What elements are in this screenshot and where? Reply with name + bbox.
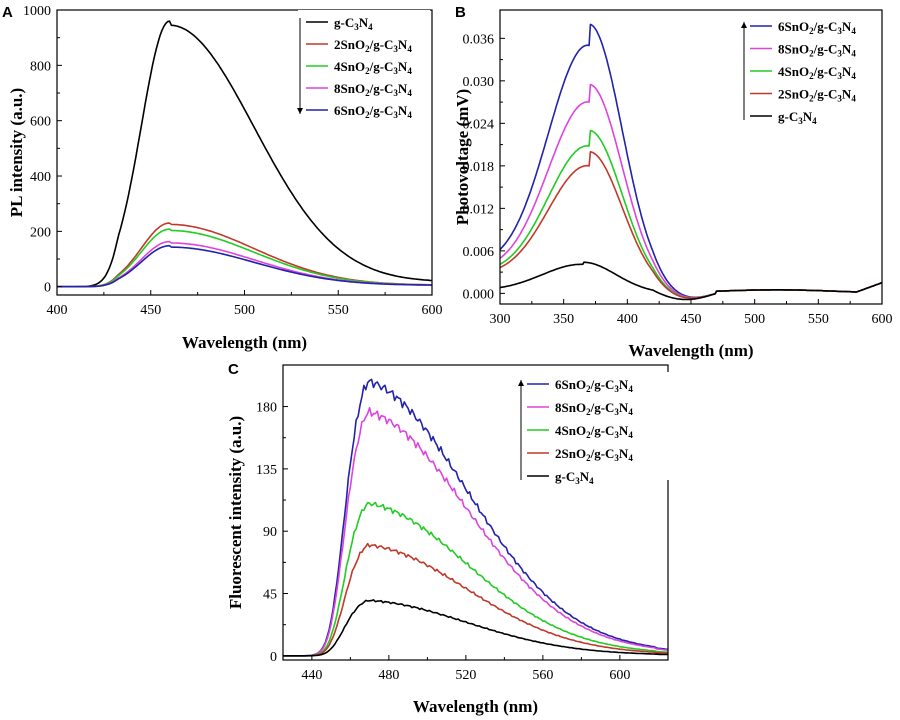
panel-a-series-group	[57, 20, 433, 288]
panel-a-legend-label: 2SnO2/g-C3N4	[334, 37, 412, 54]
panel-c-y-tick-label: 90	[263, 525, 277, 540]
panel-a-line-6sno2-g-c3n4	[57, 244, 432, 288]
panel-a-letter: A	[2, 4, 13, 21]
panel-b-x-tick-label: 350	[553, 312, 574, 327]
panel-a-x-tick-label: 550	[328, 303, 349, 318]
panel-a-legend-label: 4SnO2/g-C3N4	[334, 59, 412, 76]
panel-a-x-tick-label: 400	[47, 303, 68, 318]
panel-b-y-tick-label: 0.018	[463, 160, 495, 175]
panel-b-legend-arrowhead	[741, 22, 747, 28]
panel-c-x-tick-label: 600	[609, 668, 630, 683]
panel-b-x-tick-label: 550	[808, 312, 829, 327]
panel-b-legend-background	[742, 14, 880, 126]
panel-c-y-tick-label: 180	[256, 401, 277, 416]
panel-c-y-tick-label: 135	[256, 463, 277, 478]
panel-b-x-tick-label: 400	[617, 312, 638, 327]
panel-c-plot-frame	[282, 364, 669, 661]
panel-b-legend-label: 4SnO2/g-C3N4	[778, 64, 856, 81]
panel-a-x-tick-label: 450	[140, 303, 161, 318]
panel-a-legend-label: 8SnO2/g-C3N4	[334, 81, 412, 98]
panel-b-y-tick-label: 0.030	[463, 75, 495, 90]
panel-c: C 440 480 520 560 600 0 45 90 135 180 Wavelength (…	[226, 361, 671, 716]
panel-b-legend-label: 8SnO2/g-C3N4	[778, 42, 856, 59]
panel-c-x-tick-label: 440	[301, 668, 322, 683]
panel-b-y-tick-label: 0.024	[463, 117, 495, 132]
panel-a-x-tick-label: 500	[234, 303, 255, 318]
panel-c-legend-label: 4SnO2/g-C3N4	[555, 423, 633, 440]
panel-a-legend-background	[298, 10, 430, 128]
panel-c-series-group	[283, 378, 669, 657]
panel-a-y-axis-title: PL intensity (a.u.)	[7, 88, 26, 217]
panel-b-legend-label: g-C3N4	[778, 109, 817, 126]
panel-c-line-4sno2-g-c3n4	[283, 501, 669, 657]
panel-a-x-axis-title: Wavelength (nm)	[182, 333, 307, 352]
panel-a-y-tick-label: 600	[30, 115, 51, 130]
panel-a-legend-arrowhead	[297, 108, 303, 114]
panel-a-legend-label: 6SnO2/g-C3N4	[334, 103, 412, 120]
panel-c-legend-arrowhead	[518, 380, 524, 386]
panel-b-y-axis-title: Photovoltage (mV)	[453, 89, 472, 225]
panel-b-x-tick-label: 450	[681, 312, 702, 327]
panel-c-legend-label: g-C3N4	[555, 469, 594, 486]
panel-a-legend-label: g-C3N4	[334, 15, 373, 32]
panel-c-legend-label: 8SnO2/g-C3N4	[555, 400, 633, 417]
panel-b: B 300 350 400 450 500 550 600 0.000 0.006 0.012 0.…	[453, 4, 893, 360]
panel-c-y-axis-title: Fluorescent intensity (a.u.)	[226, 416, 245, 609]
panel-b-legend: 6SnO2/g-C3N4 8SnO2/g-C3N4 4SnO2/g-C3N4 2SnO…	[741, 14, 880, 126]
panel-a-y-tick-label: 800	[30, 59, 51, 74]
panel-b-y-tick-label: 0.000	[463, 287, 495, 302]
panel-c-legend-background	[519, 372, 671, 480]
panel-c-line-2sno2-g-c3n4	[283, 542, 669, 657]
panel-b-y-tick-label: 0.006	[463, 245, 495, 260]
panel-c-line-8sno2-g-c3n4	[283, 407, 669, 657]
panel-b-x-tick-label: 300	[490, 312, 511, 327]
panel-c-legend: 6SnO2/g-C3N4 8SnO2/g-C3N4 4SnO2/g-C3N4 2SnO…	[518, 372, 671, 486]
panel-c-x-tick-label: 520	[455, 668, 476, 683]
panel-c-x-tick-label: 480	[378, 668, 399, 683]
panel-c-line-g-c3n4	[283, 599, 668, 657]
panel-a-legend: g-C3N4 2SnO2/g-C3N4 4SnO2/g-C3N4 8SnO2/g-C3…	[297, 10, 430, 128]
panel-b-legend-label: 2SnO2/g-C3N4	[778, 87, 856, 104]
panel-b-letter: B	[455, 4, 466, 21]
panel-b-line-g-c3n4	[499, 261, 883, 301]
panel-a-x-tick-label: 600	[422, 303, 443, 318]
panel-c-y-tick-label: 45	[263, 588, 277, 603]
panel-b-legend-label: 6SnO2/g-C3N4	[778, 19, 856, 36]
panel-b-y-tick-label: 0.036	[463, 32, 495, 47]
panel-a-y-tick-label: 0	[44, 281, 51, 296]
panel-c-legend-label: 6SnO2/g-C3N4	[555, 377, 633, 394]
panel-b-x-axis-title: Wavelength (nm)	[628, 341, 753, 360]
panel-c-x-axis-title: Wavelength (nm)	[413, 697, 538, 716]
panel-a-y-tick-label: 400	[30, 170, 51, 185]
panel-a: A 400 450 500 550 600 0 200 400 600 800 1000 Wavele…	[2, 4, 443, 352]
panel-a-y-tick-label: 200	[30, 225, 51, 240]
panel-c-x-tick-label: 560	[532, 668, 553, 683]
panel-a-y-tick-label: 1000	[23, 4, 51, 19]
panel-b-x-tick-label: 600	[872, 312, 893, 327]
panel-b-x-tick-label: 500	[744, 312, 765, 327]
panel-b-y-tick-label: 0.012	[463, 202, 495, 217]
panel-b-line-4sno2-g-c3n4	[499, 129, 883, 299]
panel-c-letter: C	[228, 361, 239, 378]
panel-a-line-g-c3n4	[57, 20, 433, 288]
panel-c-y-tick-label: 0	[270, 650, 277, 665]
panel-c-legend-label: 2SnO2/g-C3N4	[555, 446, 633, 463]
panel-b-line-2sno2-g-c3n4	[499, 151, 883, 299]
panel-c-line-6sno2-g-c3n4	[283, 378, 669, 657]
